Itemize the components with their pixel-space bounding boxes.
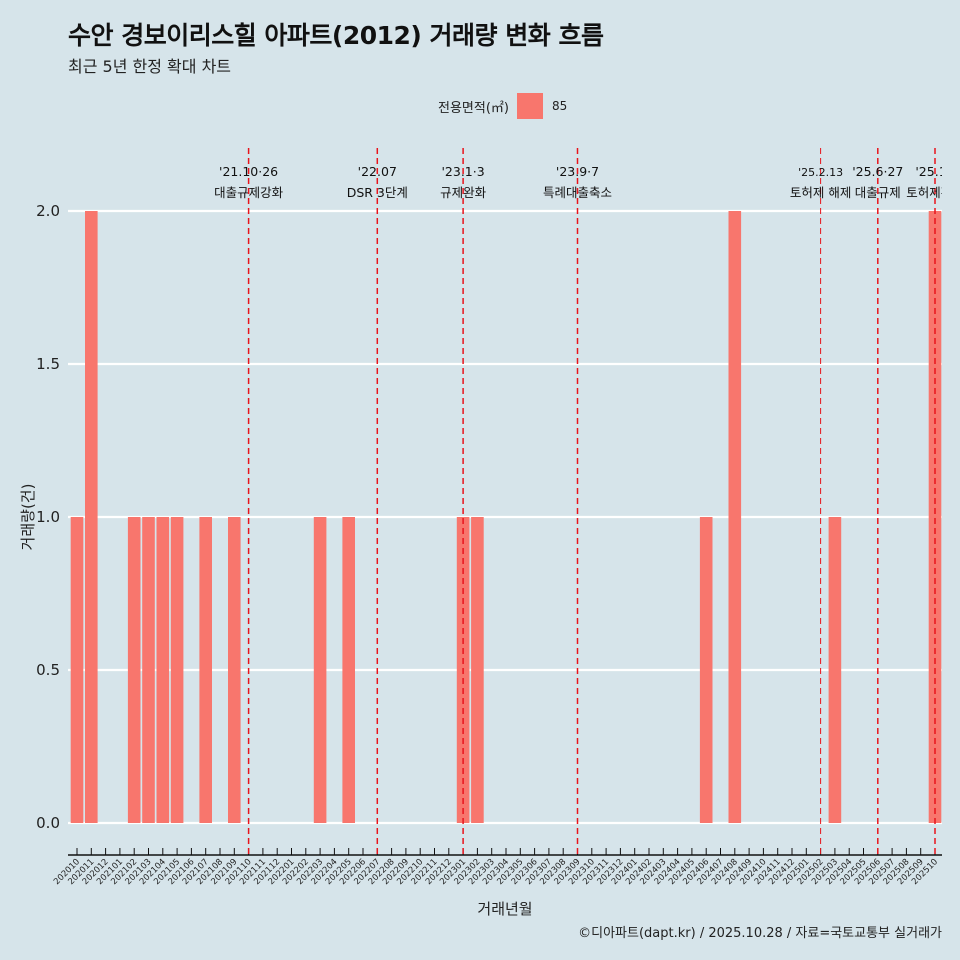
bar	[85, 211, 98, 823]
bar	[728, 211, 742, 823]
y-tick-label: 1.0	[36, 508, 60, 526]
legend-label: 85	[551, 99, 568, 113]
bar	[127, 517, 141, 823]
event-label: 특례대출축소	[543, 185, 612, 200]
event-label: DSR 3단계	[347, 185, 408, 200]
event-date: '22.07	[358, 164, 397, 179]
y-tick-label: 2.0	[36, 202, 60, 220]
event-label: 대출규제	[855, 185, 901, 200]
event-date: '25.6·27	[852, 164, 903, 179]
bar	[313, 517, 327, 823]
bar	[228, 517, 241, 823]
chart-subtitle: 최근 5년 한정 확대 차트	[68, 57, 232, 76]
legend: 전용면적(㎡) 85	[438, 93, 567, 119]
y-tick-label: 1.5	[36, 355, 60, 373]
caption: ©디아파트(dapt.kr) / 2025.10.28 / 자료=국토교통부 실…	[578, 926, 942, 941]
bar	[699, 517, 713, 823]
bar	[70, 517, 84, 823]
event-label: 토허제확대	[906, 185, 960, 200]
event-label: 토허제 해제	[790, 185, 851, 200]
bar	[342, 517, 355, 823]
x-axis-title: 거래년월	[477, 900, 532, 918]
event-label: 규제완화	[440, 185, 487, 200]
bar	[142, 517, 155, 823]
bar	[170, 517, 184, 823]
legend-key	[516, 93, 543, 119]
bar	[928, 211, 942, 823]
y-tick-label: 0.0	[36, 814, 60, 832]
bar	[828, 517, 842, 823]
chart-title: 수안 경보이리스힐 아파트(2012) 거래량 변화 흐름	[68, 21, 604, 50]
event-date: '23.9·7	[556, 164, 599, 179]
event-label: 대출규제강화	[214, 185, 284, 200]
y-axis-title: 거래량(건)	[19, 484, 37, 551]
event-date: '25.10	[915, 164, 954, 179]
bar	[471, 517, 484, 823]
event-date: '23.1·3	[441, 164, 484, 179]
event-date: '21.10·26	[219, 164, 278, 179]
event-date: '25.2.13	[798, 166, 843, 179]
bar	[156, 517, 170, 823]
y-tick-label: 0.5	[36, 661, 60, 679]
bar	[199, 517, 212, 823]
legend-title: 전용면적(㎡)	[438, 100, 509, 116]
